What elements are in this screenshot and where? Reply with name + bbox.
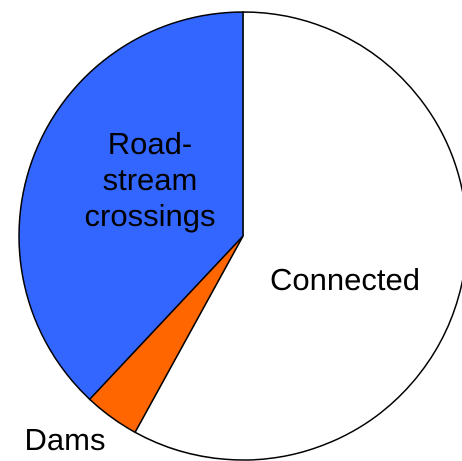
pie-slice [18, 11, 244, 401]
pie-slice [134, 11, 462, 461]
slice-label: Connected [270, 262, 420, 297]
slice-label: Dams [24, 422, 106, 457]
slice-label: Road-stream crossings [84, 126, 216, 233]
